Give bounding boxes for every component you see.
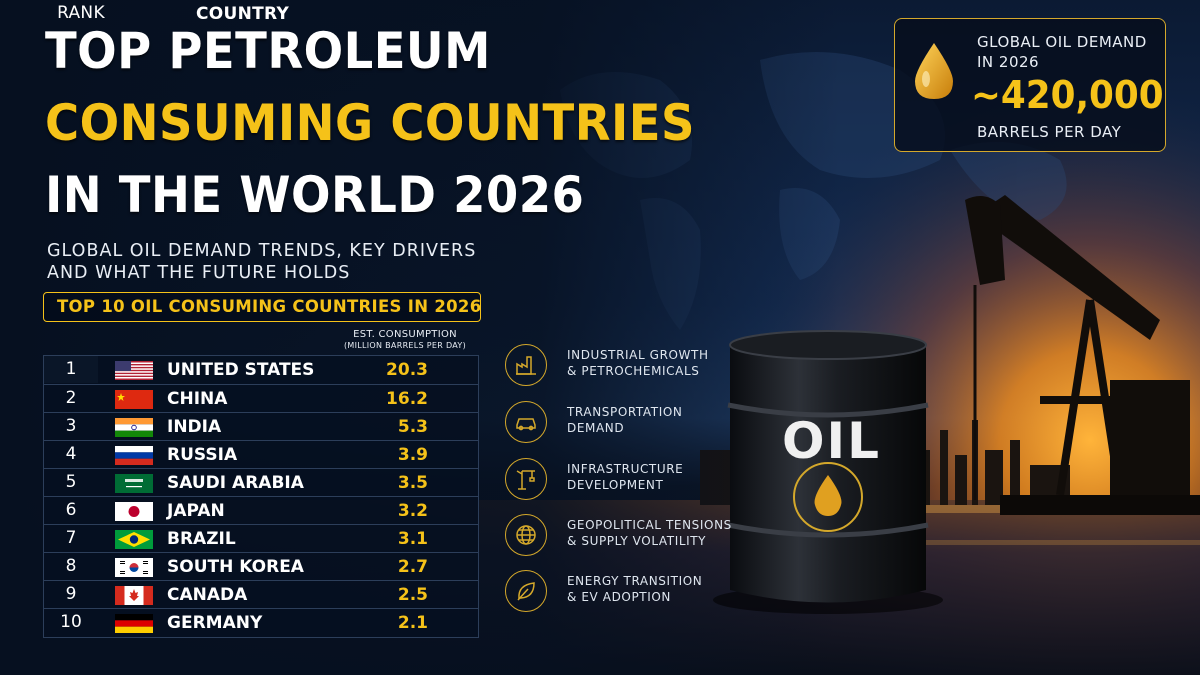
driver-industrial-growth: INDUSTRIAL GROWTH & PETROCHEMICALS	[505, 344, 725, 388]
us-flag-icon	[115, 361, 153, 380]
saudi-arabia-flag-icon	[115, 474, 153, 493]
driver-label: TRANSPORTATION DEMAND	[567, 405, 683, 435]
russia-flag-icon	[115, 446, 153, 465]
table-heading-text: TOP 10 OIL CONSUMING COUNTRIES IN 2026	[57, 297, 482, 316]
value-cell: 20.3	[386, 360, 428, 380]
column-header-consumption: EST. CONSUMPTION (MILLION BARRELS PER DA…	[330, 329, 480, 351]
country-cell: CHINA	[167, 389, 228, 409]
rank-cell: 9	[65, 584, 77, 604]
driver-label: GEOPOLITICAL TENSIONS & SUPPLY VOLATILITY	[567, 518, 732, 548]
driver-label: INDUSTRIAL GROWTH & PETROCHEMICALS	[567, 348, 709, 378]
column-header-rank: RANK	[57, 3, 105, 23]
consumption-header-unit: (MILLION BARRELS PER DAY)	[343, 341, 467, 350]
global-demand-callout: GLOBAL OIL DEMAND IN 2026 ~420,000 BARRE…	[894, 18, 1166, 152]
country-cell: INDIA	[167, 417, 222, 437]
callout-value: ~420,000	[971, 73, 1164, 117]
value-cell: 2.7	[397, 557, 428, 577]
column-header-country: COUNTRY	[196, 4, 290, 24]
rank-cell: 4	[65, 444, 77, 464]
subtitle-line-1: GLOBAL OIL DEMAND TRENDS, KEY DRIVERS	[47, 241, 477, 261]
canada-flag-icon	[115, 586, 153, 605]
value-cell: 5.3	[397, 417, 428, 437]
driver-transportation: TRANSPORTATION DEMAND	[505, 401, 725, 445]
value-cell: 16.2	[386, 389, 428, 409]
table-row: 1 UNITED STATES 20.3	[44, 356, 478, 384]
rank-cell: 7	[65, 528, 77, 548]
table-row: 4 RUSSIA 3.9	[44, 440, 478, 468]
subtitle-line-2: AND WHAT THE FUTURE HOLDS	[47, 263, 351, 283]
value-cell: 3.5	[397, 473, 428, 493]
table-row: 8 SOUTH KOREA 2.7	[44, 552, 478, 580]
car-icon	[505, 401, 547, 443]
barrel-label: OIL	[782, 412, 881, 470]
oil-barrel	[713, 330, 943, 614]
table-row: 2 CHINA 16.2	[44, 384, 478, 412]
globe-icon	[505, 514, 547, 556]
table-row: 3 INDIA 5.3	[44, 412, 478, 440]
brazil-flag-icon	[115, 530, 153, 549]
driver-infrastructure: INFRASTRUCTURE DEVELOPMENT	[505, 458, 725, 502]
germany-flag-icon	[115, 614, 153, 633]
value-cell: 2.1	[397, 613, 428, 633]
rank-cell: 1	[44, 356, 98, 383]
rank-cell: 3	[65, 416, 77, 436]
consumption-header-label: EST. CONSUMPTION	[353, 329, 457, 340]
country-cell: SAUDI ARABIA	[167, 473, 304, 493]
rank-cell: 8	[65, 556, 77, 576]
south-korea-flag-icon	[115, 558, 153, 577]
japan-flag-icon	[115, 502, 153, 521]
country-cell: RUSSIA	[167, 445, 238, 465]
country-cell: GERMANY	[167, 613, 263, 633]
factory-icon	[505, 344, 547, 386]
rank-cell: 6	[65, 500, 77, 520]
callout-line-3: BARRELS PER DAY	[977, 123, 1122, 141]
title-line-3: IN THE WORLD 2026	[45, 166, 585, 224]
driver-label: ENERGY TRANSITION & EV ADOPTION	[567, 574, 703, 604]
value-cell: 3.2	[397, 501, 428, 521]
table-row: 9 CANADA 2.5	[44, 580, 478, 608]
callout-line-1: GLOBAL OIL DEMAND	[977, 33, 1147, 51]
value-cell: 3.9	[397, 445, 428, 465]
table-heading: TOP 10 OIL CONSUMING COUNTRIES IN 2026	[43, 292, 481, 322]
table-row: 5 SAUDI ARABIA 3.5	[44, 468, 478, 496]
consumption-table: 1 UNITED STATES 20.3 2 CHINA 16.2 3 INDI…	[43, 355, 479, 638]
table-row: 7 BRAZIL 3.1	[44, 524, 478, 552]
driver-geopolitical: GEOPOLITICAL TENSIONS & SUPPLY VOLATILITY	[505, 514, 731, 558]
rank-cell: 2	[65, 388, 77, 408]
country-cell: JAPAN	[167, 501, 225, 521]
title-line-2: CONSUMING COUNTRIES	[45, 94, 695, 152]
india-flag-icon	[115, 418, 153, 437]
callout-line-2: IN 2026	[977, 53, 1040, 71]
country-cell: UNITED STATES	[167, 360, 315, 380]
crane-icon	[505, 458, 547, 500]
china-flag-icon	[115, 390, 153, 409]
country-cell: BRAZIL	[167, 529, 236, 549]
leaf-icon	[505, 570, 547, 612]
value-cell: 2.5	[397, 585, 428, 605]
country-cell: SOUTH KOREA	[167, 557, 304, 577]
oil-drop-icon	[915, 43, 953, 99]
value-cell: 3.1	[397, 529, 428, 549]
rank-cell: 10	[60, 612, 82, 632]
driver-label: INFRASTRUCTURE DEVELOPMENT	[567, 462, 684, 492]
table-row: 6 JAPAN 3.2	[44, 496, 478, 524]
driver-energy-transition: ENERGY TRANSITION & EV ADOPTION	[505, 570, 725, 614]
rank-cell: 5	[65, 472, 77, 492]
country-cell: CANADA	[167, 585, 248, 605]
table-row: 10 GERMANY 2.1	[44, 608, 478, 636]
subtitle: GLOBAL OIL DEMAND TRENDS, KEY DRIVERS AN…	[47, 240, 476, 284]
title-line-1: TOP PETROLEUM	[45, 22, 491, 80]
